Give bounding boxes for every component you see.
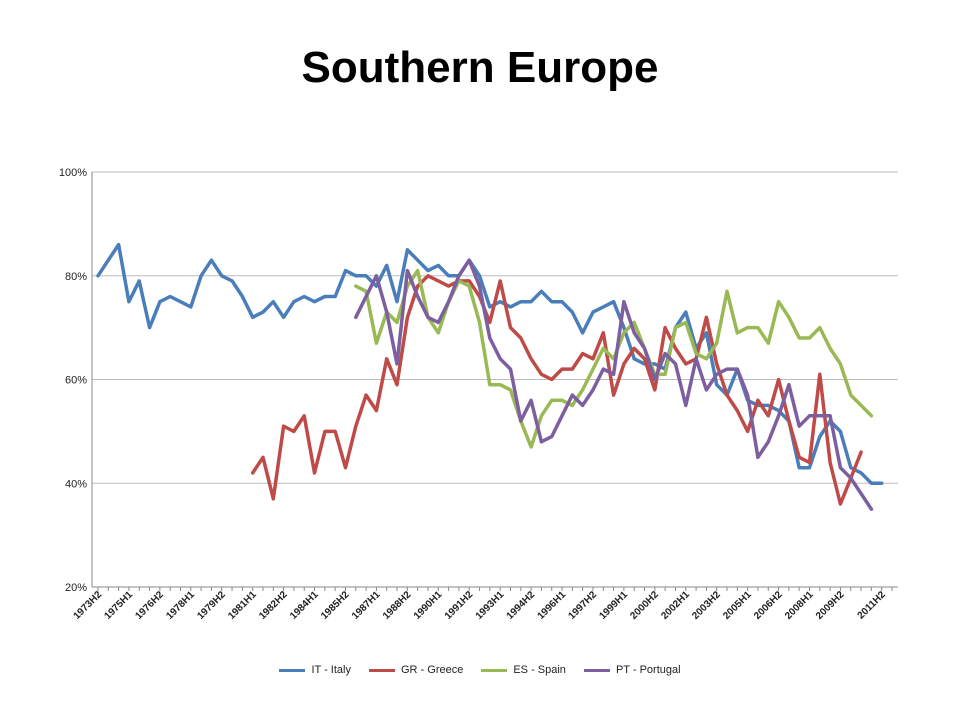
legend-swatch: [583, 668, 610, 672]
y-tick-label: 80%: [65, 271, 87, 283]
x-tick-label: 1997H2: [567, 589, 600, 622]
x-tick-label: 2005H1: [721, 589, 754, 622]
x-tick-label: 1999H1: [597, 589, 630, 622]
x-tick-label: 1991H2: [443, 589, 476, 622]
x-tick-label: 1987H1: [350, 589, 383, 622]
x-tick-label: 2002H1: [659, 589, 692, 622]
x-tick-label: 1994H2: [505, 589, 538, 622]
x-tick-label: 2011H2: [856, 589, 888, 621]
series-line-it: [96, 242, 884, 486]
x-tick-label: 2006H2: [752, 589, 785, 622]
series-line-es: [354, 268, 874, 449]
x-tick-label: 2000H2: [628, 589, 661, 622]
y-tick-label: 60%: [65, 375, 87, 387]
x-tick-label: 1979H2: [195, 589, 228, 622]
slide-title: Southern Europe: [301, 43, 659, 92]
legend-label: ES - Spain: [513, 664, 566, 676]
legend-item: ES - Spain: [481, 664, 566, 676]
x-tick-label: 2003H2: [690, 589, 723, 622]
legend-label: IT - Italy: [311, 664, 351, 676]
legend: IT - Italy GR - Greece ES - Spain PT - Port…: [0, 664, 960, 676]
series-line-pt: [354, 258, 874, 511]
y-tick-label: 40%: [65, 478, 87, 490]
x-tick-label: 1981H1: [226, 589, 259, 622]
x-axis: 1973H21975H11976H21978H11979H21981H11982…: [72, 587, 893, 622]
legend-label: GR - Greece: [400, 664, 464, 676]
legend-item: IT - Italy: [279, 664, 351, 676]
x-tick-label: 1985H2: [319, 589, 352, 622]
x-tick-label: 1976H2: [133, 589, 166, 622]
x-tick-label: 2008H1: [783, 589, 816, 622]
x-tick-label: 1984H1: [288, 589, 321, 622]
x-tick-label: 1990H1: [412, 589, 445, 622]
legend-item: GR - Greece: [368, 664, 464, 676]
legend-item: PT - Portugal: [583, 664, 681, 676]
gridlines: [91, 171, 898, 588]
legend-swatch: [368, 668, 395, 672]
series-lines: [96, 242, 884, 511]
x-tick-label: 1988H2: [381, 589, 414, 622]
y-tick-label: 20%: [65, 582, 87, 594]
x-tick-label: 1996H1: [536, 589, 569, 622]
series-line-gr: [250, 274, 863, 506]
x-tick-label: 1993H1: [474, 589, 507, 622]
x-tick-label: 1975H1: [103, 589, 136, 622]
x-tick-label: 2009H2: [814, 589, 847, 622]
y-tick-label: 100%: [59, 167, 87, 179]
x-tick-label: 1978H1: [164, 589, 197, 622]
legend-swatch: [279, 668, 306, 672]
legend-swatch: [481, 668, 508, 672]
x-tick-label: 1982H2: [257, 589, 290, 622]
legend-label: PT - Portugal: [615, 664, 681, 676]
y-axis-tick-labels: 20% 40% 60% 80% 100%: [59, 167, 87, 594]
